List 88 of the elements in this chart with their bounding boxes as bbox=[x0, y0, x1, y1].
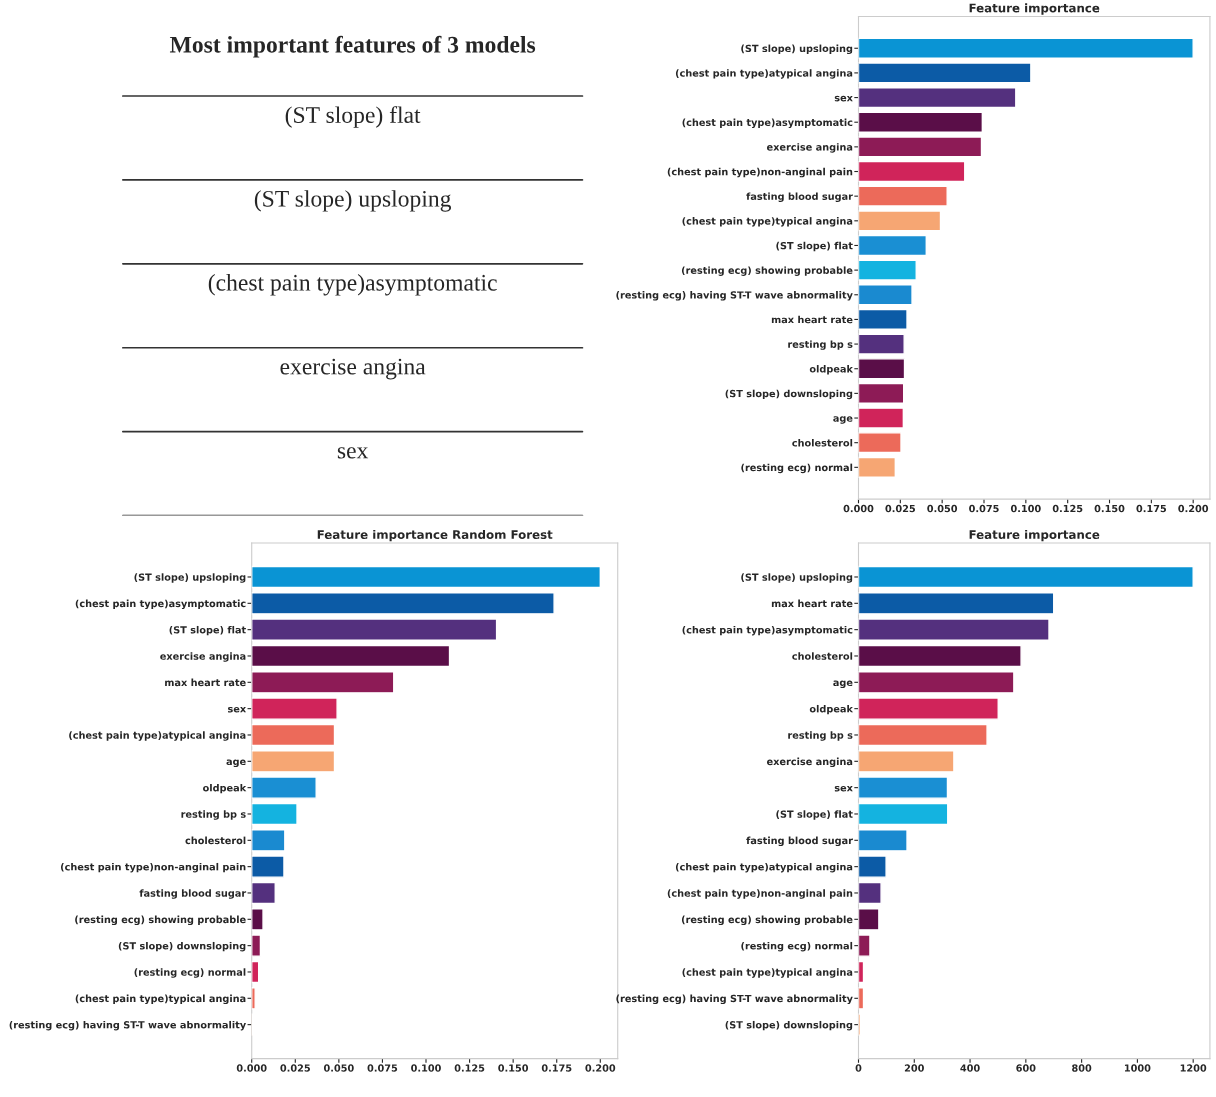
text: (ST slope) flat bbox=[285, 106, 421, 128]
x-tick-label: 0.175 bbox=[541, 1064, 572, 1072]
y-tick-label: (resting ecg) having ST-T wave abnormality bbox=[616, 291, 853, 301]
x-tick-label: 0.175 bbox=[1136, 504, 1167, 513]
y-tick-label: resting bp s bbox=[788, 731, 853, 741]
y-tick-label: (chest pain type)non-anginal pain bbox=[61, 862, 246, 873]
x-tick-label: 0.025 bbox=[885, 504, 916, 513]
x-tick-label: 0.125 bbox=[1052, 504, 1083, 513]
x-tick-label: 0.100 bbox=[1010, 504, 1041, 513]
y-tick-label: max heart rate bbox=[771, 599, 853, 608]
y-tick-label: (ST slope) flat bbox=[169, 625, 246, 636]
y-tick-label: oldpeak bbox=[809, 365, 854, 375]
x-tick-label: 800 bbox=[1072, 1064, 1092, 1072]
y-tick-label: (chest pain type)asymptomatic bbox=[75, 599, 246, 610]
y-tick-label: (ST slope) flat bbox=[776, 810, 853, 820]
y-tick-label: (ST slope) upsloping bbox=[741, 44, 853, 55]
y-tick-label: (resting ecg) having ST-T wave abnormality bbox=[9, 1020, 246, 1031]
chart-title: Feature importance bbox=[969, 529, 1100, 542]
y-tick-label: (chest pain type)non-anginal pain bbox=[667, 167, 853, 178]
y-tick-label: cholesterol bbox=[792, 652, 853, 660]
x-tick-label: 0 bbox=[855, 1064, 862, 1072]
y-tick-label: sex bbox=[228, 706, 247, 713]
y-tick-label: fasting blood sugar bbox=[746, 836, 853, 847]
y-tick-label: oldpeak bbox=[809, 704, 854, 715]
y-tick-label: (ST slope) upsloping bbox=[134, 573, 246, 583]
y-tick-label: age bbox=[833, 680, 853, 689]
x-tick-label: 0.150 bbox=[498, 1064, 529, 1072]
x-tick-label: 200 bbox=[904, 1064, 924, 1072]
y-tick-label: (ST slope) downsloping bbox=[725, 389, 853, 400]
y-tick-label: (resting ecg) normal bbox=[134, 968, 246, 978]
x-tick-label: 600 bbox=[1016, 1064, 1036, 1072]
y-tick-label: cholesterol bbox=[185, 836, 246, 845]
y-tick-label: exercise angina bbox=[160, 652, 246, 662]
y-tick-label: (chest pain type)asymptomatic bbox=[682, 118, 853, 128]
text: (chest pain type)asymptomatic bbox=[208, 274, 497, 296]
y-tick-label: exercise angina bbox=[766, 757, 853, 768]
y-tick-label: resting bp s bbox=[181, 810, 246, 820]
x-tick-label: 0.050 bbox=[927, 504, 958, 513]
x-tick-label: 0.000 bbox=[843, 504, 874, 513]
y-tick-label: (chest pain type)asymptomatic bbox=[682, 625, 853, 636]
y-tick-label: (ST slope) downsloping bbox=[118, 941, 246, 952]
y-tick-label: (chest pain type)atypical angina bbox=[675, 69, 853, 79]
x-tick-label: 0.075 bbox=[367, 1064, 398, 1072]
y-tick-label: (resting ecg) showing probable bbox=[681, 266, 853, 276]
x-tick-label: 0.075 bbox=[969, 504, 999, 513]
y-tick-label: (chest pain type)typical angina bbox=[682, 217, 853, 227]
y-tick-label: (chest pain type)atypical angina bbox=[69, 731, 246, 741]
y-tick-label: (resting ecg) normal bbox=[741, 941, 853, 952]
y-tick-label: sex bbox=[834, 95, 853, 102]
x-tick-label: 400 bbox=[960, 1064, 980, 1072]
y-tick-label: (resting ecg) showing probable bbox=[681, 915, 853, 926]
y-tick-label: fasting blood sugar bbox=[746, 192, 853, 202]
y-tick-label: max heart rate bbox=[165, 678, 246, 687]
chart-title: Feature importance bbox=[969, 3, 1100, 15]
x-tick-label: 0.025 bbox=[280, 1064, 310, 1072]
y-tick-label: (resting ecg) normal bbox=[741, 463, 853, 474]
y-tick-label: (chest pain type)typical angina bbox=[75, 994, 246, 1005]
y-tick-label: (resting ecg) having ST-T wave abnormality bbox=[616, 994, 853, 1005]
x-tick-label: 0.125 bbox=[454, 1064, 485, 1072]
y-tick-label: fasting blood sugar bbox=[139, 889, 247, 899]
y-tick-label: (chest pain type)non-anginal pain bbox=[667, 889, 853, 899]
y-tick-label: age bbox=[226, 759, 246, 768]
y-tick-label: (ST slope) upsloping bbox=[741, 573, 853, 583]
x-tick-label: 0.200 bbox=[585, 1064, 616, 1072]
x-tick-label: 1000 bbox=[1124, 1064, 1151, 1072]
text: sex bbox=[337, 447, 369, 459]
y-tick-label: (chest pain type)atypical angina bbox=[675, 862, 853, 873]
y-tick-label: (chest pain type)typical angina bbox=[682, 968, 853, 978]
y-tick-label: resting bp s bbox=[788, 340, 853, 350]
x-tick-label: 0.000 bbox=[236, 1064, 267, 1072]
x-tick-label: 1200 bbox=[1180, 1064, 1207, 1072]
y-tick-label: sex bbox=[834, 785, 853, 792]
x-tick-label: 0.150 bbox=[1094, 504, 1125, 513]
x-tick-label: 0.100 bbox=[411, 1064, 441, 1072]
x-tick-label: 0.050 bbox=[323, 1064, 354, 1072]
text: (ST slope) upsloping bbox=[254, 190, 452, 212]
text: Most important features of 3 models bbox=[169, 35, 536, 58]
y-tick-label: exercise angina bbox=[766, 143, 853, 153]
y-tick-label: max heart rate bbox=[771, 315, 853, 324]
y-tick-label: (resting ecg) showing probable bbox=[75, 915, 246, 926]
x-tick-label: 0.200 bbox=[1178, 504, 1209, 513]
text: exercise angina bbox=[280, 358, 426, 380]
y-tick-label: cholesterol bbox=[792, 438, 853, 447]
y-tick-label: (ST slope) flat bbox=[776, 241, 853, 252]
chart-title: Feature importance Random Forest bbox=[317, 529, 553, 542]
y-tick-label: age bbox=[833, 416, 853, 424]
y-tick-label: (ST slope) downsloping bbox=[725, 1020, 853, 1031]
y-tick-label: oldpeak bbox=[203, 783, 247, 794]
